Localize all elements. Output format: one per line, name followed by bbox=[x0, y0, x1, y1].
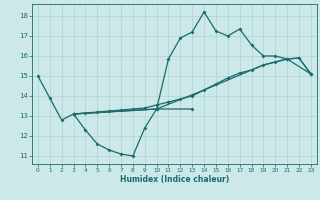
X-axis label: Humidex (Indice chaleur): Humidex (Indice chaleur) bbox=[120, 175, 229, 184]
